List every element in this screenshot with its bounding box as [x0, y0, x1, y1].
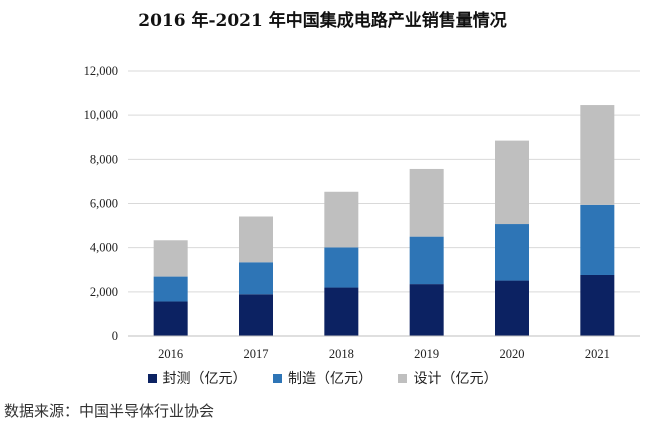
y-tick-label: 0	[112, 329, 118, 343]
bar-segment-manufacturing	[409, 236, 444, 285]
legend: 封测（亿元） 制造（亿元） 设计（亿元）	[0, 368, 645, 388]
bar-segment-manufacturing	[495, 224, 529, 281]
chart-title: 2016 年-2021 年中国集成电路产业销售量情况	[138, 11, 507, 31]
bar-segment-design	[495, 140, 529, 225]
legend-swatch-design	[398, 373, 408, 383]
bar-segment-manufacturing	[239, 262, 273, 295]
y-tick-label: 4,000	[90, 241, 118, 255]
x-tick-label: 2019	[414, 347, 439, 361]
bar-segment-design	[153, 240, 188, 277]
bar-segment-design	[239, 216, 273, 263]
legend-label-packaging: 封测（亿元）	[162, 371, 247, 387]
bar-series	[153, 105, 615, 336]
bar-segment-manufacturing	[580, 204, 615, 275]
legend-item-manufacturing: 制造（亿元）	[273, 368, 372, 388]
legend-swatch-manufacturing	[273, 373, 282, 383]
bar-segment-manufacturing	[153, 276, 188, 302]
bar-segment-packaging	[580, 274, 615, 336]
bar-segment-design	[580, 105, 615, 205]
legend-swatch-packaging	[147, 373, 157, 383]
x-tick-label: 2018	[329, 347, 354, 361]
bar-segment-packaging	[324, 287, 359, 336]
gridlines	[128, 70, 640, 293]
x-tick-label: 2016	[158, 347, 183, 361]
bar-segment-design	[324, 191, 359, 248]
y-tick-label: 10,000	[84, 108, 118, 122]
legend-item-packaging: 封测（亿元）	[147, 368, 247, 388]
legend-label-design: 设计（亿元）	[413, 371, 498, 387]
bar-segment-packaging	[153, 301, 188, 336]
source-note: 数据来源：中国半导体行业协会	[4, 402, 215, 420]
x-tick-label: 2021	[585, 347, 610, 361]
bar-segment-packaging	[495, 280, 529, 336]
bar-segment-packaging	[239, 294, 273, 336]
y-tick-label: 12,000	[84, 64, 118, 78]
axes: 0 2,000 4,000 6,000 8,000 10,000 12,000 2016 201…	[84, 64, 640, 361]
bar-segment-manufacturing	[324, 247, 359, 288]
y-tick-label: 6,000	[90, 197, 118, 211]
x-tick-label: 2017	[244, 347, 269, 361]
bar-segment-packaging	[409, 284, 444, 336]
y-tick-label: 2,000	[90, 285, 118, 299]
x-tick-label: 2020	[500, 347, 525, 361]
legend-label-manufacturing: 制造（亿元）	[288, 371, 372, 387]
bar-segment-design	[409, 168, 444, 237]
legend-item-design: 设计（亿元）	[398, 368, 497, 388]
y-tick-label: 8,000	[90, 152, 118, 166]
